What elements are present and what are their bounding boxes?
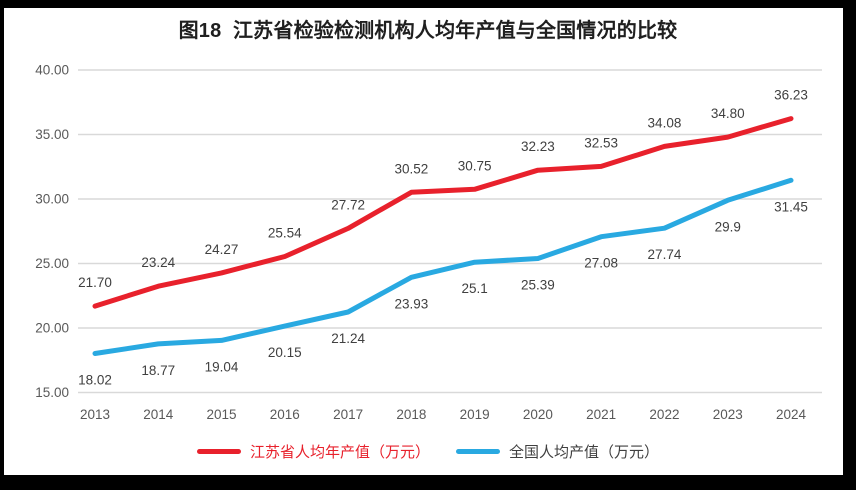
data-label: 36.23 — [774, 88, 808, 103]
y-tick-label: 30.00 — [35, 192, 69, 207]
data-label: 18.77 — [141, 363, 175, 378]
data-label: 20.15 — [268, 345, 302, 360]
data-label: 25.39 — [521, 277, 555, 292]
data-label: 27.74 — [648, 247, 682, 262]
data-label: 32.53 — [584, 135, 618, 150]
data-label: 25.1 — [461, 281, 487, 296]
data-label: 23.93 — [394, 296, 428, 311]
x-tick-label: 2024 — [776, 407, 807, 422]
data-label: 24.27 — [205, 242, 239, 257]
x-tick-label: 2014 — [143, 407, 174, 422]
legend-line-swatch-national — [456, 449, 500, 454]
legend-item-national: 全国人均产值（万元） — [456, 441, 659, 462]
data-label: 27.72 — [331, 197, 365, 212]
x-tick-label: 2017 — [333, 407, 363, 422]
chart-title: 图18 江苏省检验检测机构人均年产值与全国情况的比较 — [178, 20, 678, 42]
legend-label-national: 全国人均产值（万元） — [509, 444, 660, 461]
x-tick-label: 2023 — [713, 407, 743, 422]
data-label: 19.04 — [205, 359, 239, 374]
legend-item-jiangsu: 江苏省人均年产值（万元） — [196, 441, 430, 462]
data-label: 30.75 — [458, 158, 492, 173]
chart-legend: 江苏省人均年产值（万元） 全国人均产值（万元） — [0, 441, 856, 462]
data-label: 31.45 — [774, 199, 808, 214]
x-tick-label: 2016 — [270, 407, 300, 422]
data-label: 21.24 — [331, 331, 365, 346]
data-label: 25.54 — [268, 226, 302, 241]
y-tick-label: 15.00 — [35, 385, 69, 400]
data-label: 18.02 — [78, 373, 112, 388]
series-line — [92, 116, 794, 309]
data-label: 29.9 — [715, 219, 741, 234]
frame-border-right — [843, 0, 856, 490]
y-tick-label: 20.00 — [35, 321, 69, 336]
y-tick-label: 35.00 — [35, 127, 69, 142]
x-tick-label: 2013 — [80, 407, 110, 422]
y-tick-label: 25.00 — [35, 256, 69, 271]
data-label: 32.23 — [521, 139, 555, 154]
data-label: 30.52 — [394, 161, 428, 176]
x-tick-label: 2015 — [207, 407, 237, 422]
data-label: 23.24 — [141, 255, 175, 270]
x-tick-label: 2019 — [460, 407, 490, 422]
x-tick-label: 2022 — [649, 407, 679, 422]
data-label: 34.80 — [711, 106, 745, 121]
x-tick-label: 2020 — [523, 407, 553, 422]
frame-border-top — [0, 0, 856, 8]
data-label: 34.08 — [648, 115, 682, 130]
frame-border-bottom — [0, 475, 856, 490]
legend-label-jiangsu: 江苏省人均年产值（万元） — [249, 444, 430, 461]
legend-line-swatch-jiangsu — [196, 449, 241, 454]
x-tick-label: 2018 — [396, 407, 426, 422]
frame-border-left — [0, 0, 4, 490]
data-label: 21.70 — [78, 275, 112, 290]
x-tick-label: 2021 — [586, 407, 616, 422]
series-line — [92, 177, 794, 356]
y-tick-label: 40.00 — [35, 63, 69, 78]
data-label: 27.08 — [584, 256, 618, 271]
